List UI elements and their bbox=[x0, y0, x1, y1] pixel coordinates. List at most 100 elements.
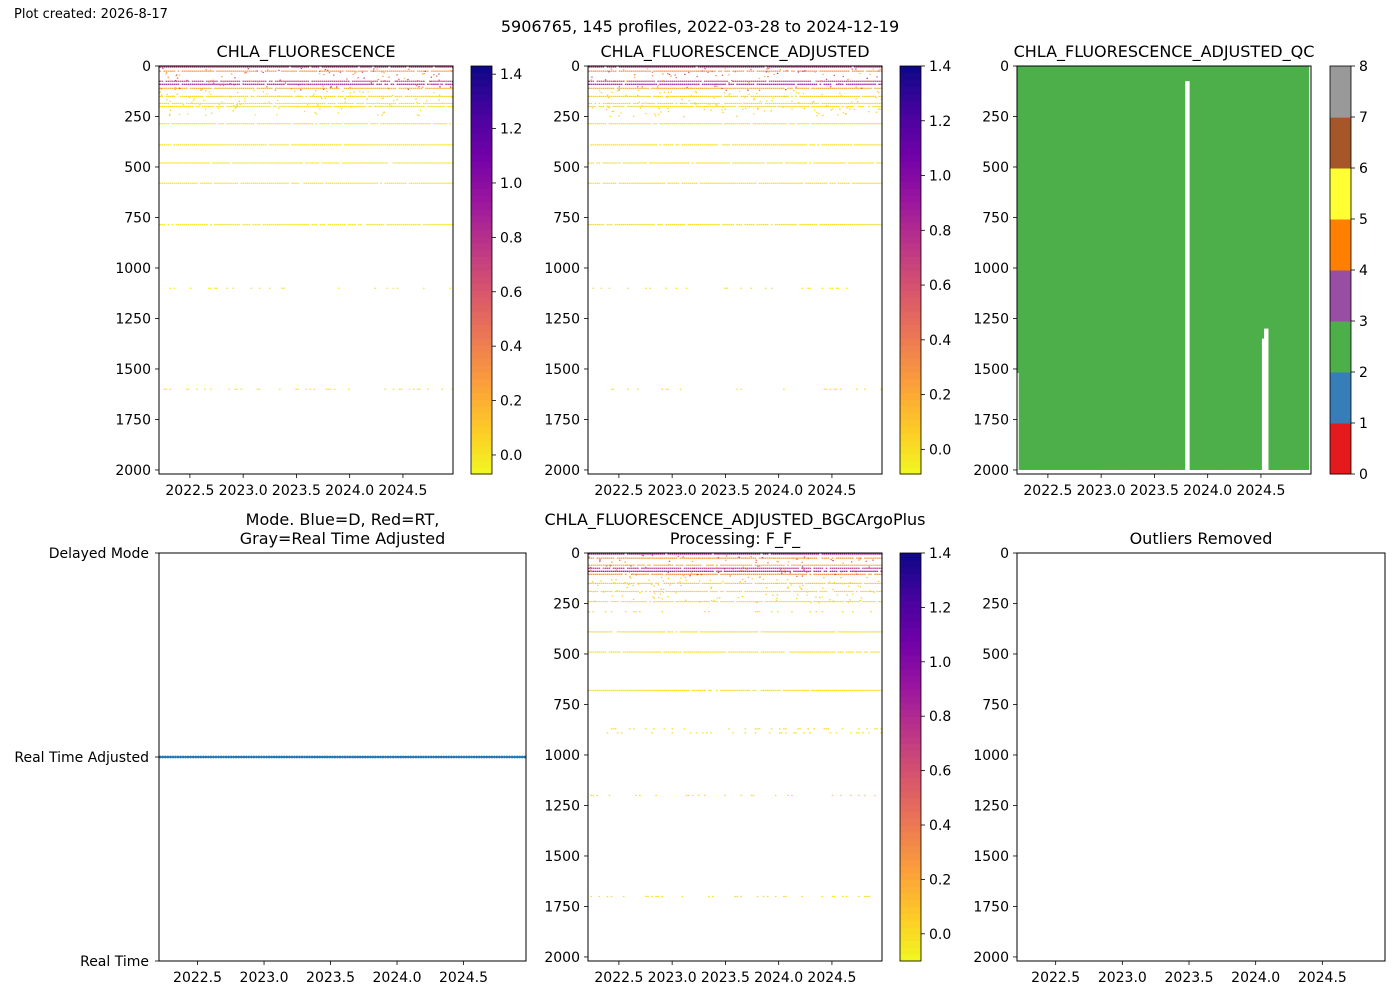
data-cell bbox=[250, 162, 253, 164]
data-cell bbox=[835, 388, 838, 390]
data-cell bbox=[807, 287, 809, 289]
data-cell bbox=[183, 87, 186, 89]
data-cell bbox=[337, 182, 340, 184]
data-cell bbox=[254, 66, 257, 68]
data-cell bbox=[404, 144, 407, 146]
data-cell bbox=[781, 144, 783, 146]
data-cell bbox=[673, 570, 676, 572]
data-cell bbox=[683, 553, 686, 555]
data-cell bbox=[864, 564, 866, 566]
data-cell bbox=[643, 567, 645, 569]
data-cell bbox=[722, 162, 724, 164]
data-cell bbox=[813, 123, 816, 125]
data-cell bbox=[799, 570, 801, 572]
data-cell bbox=[616, 590, 619, 593]
data-cell bbox=[407, 88, 410, 90]
data-cell bbox=[670, 91, 673, 93]
data-cell bbox=[781, 123, 783, 125]
data-cell bbox=[608, 123, 611, 125]
data-cell bbox=[226, 66, 228, 68]
data-cell bbox=[880, 80, 882, 82]
data-cell bbox=[637, 590, 639, 593]
data-cell bbox=[327, 83, 330, 85]
data-cell bbox=[738, 573, 741, 575]
data-cell bbox=[860, 83, 862, 85]
data-cell bbox=[772, 557, 775, 559]
data-cell bbox=[590, 70, 593, 72]
data-cell bbox=[799, 66, 801, 68]
data-cell bbox=[612, 123, 615, 125]
data-cell bbox=[847, 102, 850, 105]
data-cell bbox=[364, 144, 366, 146]
data-cell bbox=[843, 573, 846, 575]
data-cell bbox=[667, 105, 670, 108]
data-cell bbox=[821, 224, 824, 226]
data-cell bbox=[268, 80, 271, 82]
data-cell bbox=[748, 102, 751, 105]
data-cell bbox=[774, 66, 777, 68]
data-cell bbox=[732, 573, 734, 575]
data-cell bbox=[222, 144, 224, 146]
data-cell bbox=[376, 123, 378, 125]
data-cell bbox=[837, 80, 840, 82]
data-cell bbox=[323, 83, 326, 85]
data-cell bbox=[837, 87, 840, 89]
data-cell bbox=[614, 553, 617, 555]
data-cell bbox=[823, 83, 826, 85]
data-cell bbox=[220, 162, 222, 164]
data-cell bbox=[425, 87, 427, 89]
data-cell bbox=[230, 80, 232, 82]
data-cell bbox=[807, 102, 809, 105]
data-cell bbox=[311, 162, 314, 164]
data-cell bbox=[307, 182, 310, 184]
data-cell bbox=[843, 87, 846, 89]
data-cell bbox=[295, 83, 297, 85]
data-cell bbox=[329, 105, 332, 108]
data-cell bbox=[622, 69, 625, 71]
data-cell bbox=[610, 102, 613, 105]
data-cell bbox=[697, 224, 700, 226]
data-cell bbox=[427, 123, 429, 125]
data-cell bbox=[858, 95, 860, 97]
data-cell bbox=[823, 102, 826, 105]
data-cell bbox=[171, 83, 174, 85]
data-cell bbox=[811, 105, 814, 108]
data-cell bbox=[418, 182, 421, 184]
data-cell bbox=[270, 182, 273, 184]
data-cell bbox=[618, 80, 621, 82]
data-cell bbox=[398, 182, 401, 184]
data-cell bbox=[874, 70, 876, 72]
data-cell bbox=[307, 105, 310, 108]
data-cell bbox=[229, 82, 231, 85]
data-cell bbox=[447, 162, 449, 164]
data-cell bbox=[708, 144, 710, 146]
data-cell bbox=[669, 80, 672, 82]
data-cell bbox=[734, 102, 736, 105]
data-cell bbox=[295, 95, 297, 97]
data-cell bbox=[847, 123, 850, 125]
data-cell bbox=[602, 564, 605, 566]
data-cell bbox=[172, 95, 174, 97]
data-cell bbox=[305, 224, 307, 226]
data-cell bbox=[738, 564, 741, 566]
data-cell bbox=[781, 162, 783, 164]
data-cell bbox=[337, 70, 340, 72]
data-cell bbox=[784, 96, 786, 98]
data-cell bbox=[443, 95, 445, 97]
data-cell bbox=[760, 80, 763, 82]
data-cell bbox=[687, 224, 690, 226]
data-cell bbox=[869, 70, 871, 72]
data-cell bbox=[423, 105, 425, 108]
data-cell bbox=[222, 95, 224, 97]
data-cell bbox=[201, 123, 204, 125]
data-cell bbox=[645, 144, 647, 146]
data-cell bbox=[270, 70, 273, 72]
data-cell bbox=[404, 102, 407, 105]
data-cell bbox=[862, 70, 864, 72]
data-cell bbox=[287, 162, 289, 164]
data-cell bbox=[410, 87, 413, 89]
data-cell bbox=[837, 70, 840, 72]
data-cell bbox=[679, 388, 682, 390]
data-cell bbox=[287, 66, 289, 68]
data-cell bbox=[677, 224, 680, 226]
